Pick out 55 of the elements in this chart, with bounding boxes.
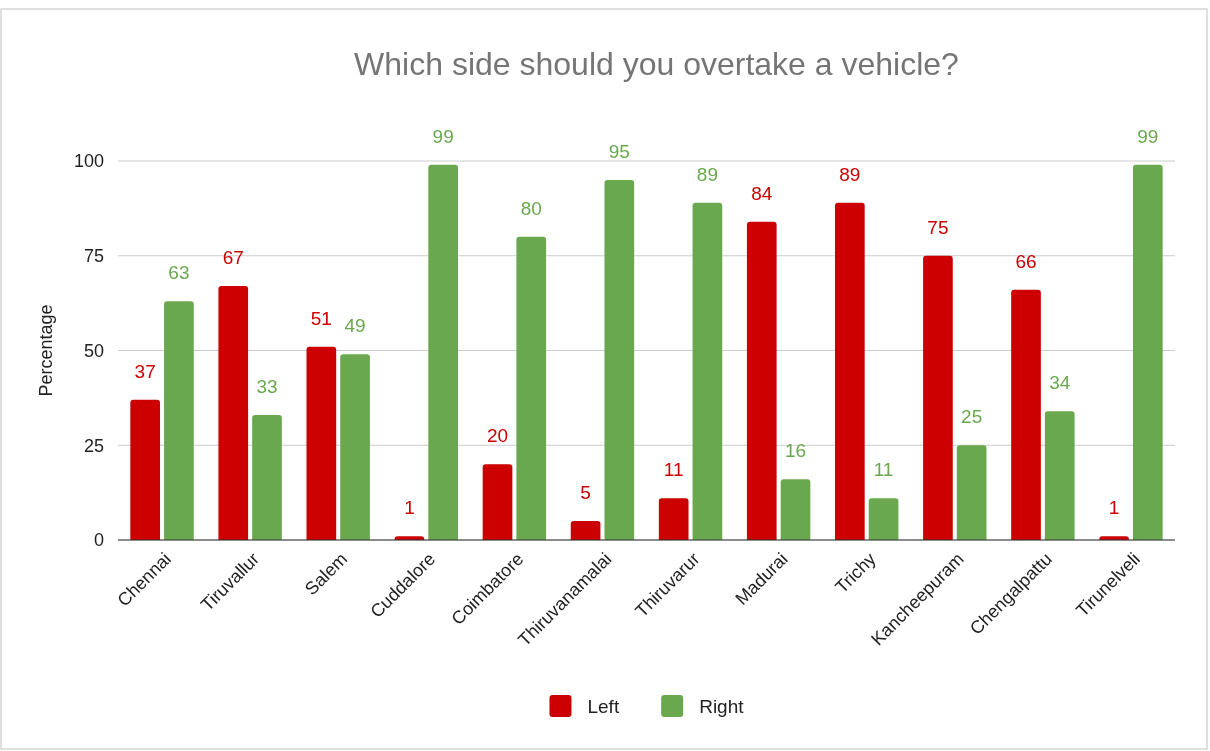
bar	[482, 464, 513, 540]
data-label: 1	[404, 497, 415, 519]
y-tick-label: 25	[83, 435, 104, 456]
bar	[780, 479, 811, 540]
bar	[658, 498, 689, 540]
y-axis-title: Percentage	[36, 304, 56, 397]
data-label: 25	[961, 406, 983, 428]
bar	[516, 236, 547, 540]
data-label: 5	[580, 482, 591, 504]
data-label: 16	[784, 440, 807, 462]
data-label: 89	[839, 163, 861, 185]
data-label: 89	[696, 163, 718, 185]
bar	[340, 354, 370, 540]
data-label: 84	[751, 182, 773, 204]
y-tick-label: 0	[93, 530, 104, 551]
bar	[923, 255, 953, 540]
data-label: 1	[1108, 497, 1120, 519]
legend-label: Left	[587, 696, 620, 717]
data-label: 33	[256, 375, 278, 397]
bar	[1132, 164, 1163, 540]
bar	[746, 221, 777, 540]
data-label: 37	[134, 360, 156, 382]
legend-label: Right	[699, 696, 745, 717]
chart-title: Which side should you overtake a vehicle?	[354, 46, 959, 82]
data-label: 66	[1015, 250, 1037, 272]
data-label: 99	[432, 125, 454, 147]
data-label: 11	[663, 459, 684, 481]
bar	[218, 286, 249, 540]
data-label: 99	[1137, 125, 1159, 147]
data-label: 75	[927, 216, 949, 238]
data-label: 20	[486, 425, 509, 447]
bar	[164, 301, 194, 540]
data-label: 80	[520, 197, 542, 219]
data-label: 63	[168, 262, 190, 284]
data-label: 95	[608, 140, 630, 162]
data-label: 11	[873, 459, 894, 481]
bar	[956, 445, 987, 540]
y-tick-label: 75	[83, 246, 104, 267]
bar	[1044, 411, 1075, 540]
bar	[835, 202, 865, 540]
y-tick-label: 100	[73, 151, 104, 172]
data-label: 51	[310, 307, 332, 329]
bar	[130, 399, 161, 540]
data-label: 67	[222, 247, 244, 269]
bar	[1011, 289, 1041, 540]
bar	[868, 498, 899, 540]
data-label: 49	[344, 315, 366, 337]
bar	[428, 164, 458, 540]
data-label: 34	[1049, 372, 1071, 394]
bar	[604, 179, 635, 540]
bar	[692, 202, 723, 540]
bar	[252, 414, 282, 540]
y-tick-label: 50	[83, 340, 104, 361]
bar	[306, 346, 337, 540]
bar	[570, 521, 601, 540]
